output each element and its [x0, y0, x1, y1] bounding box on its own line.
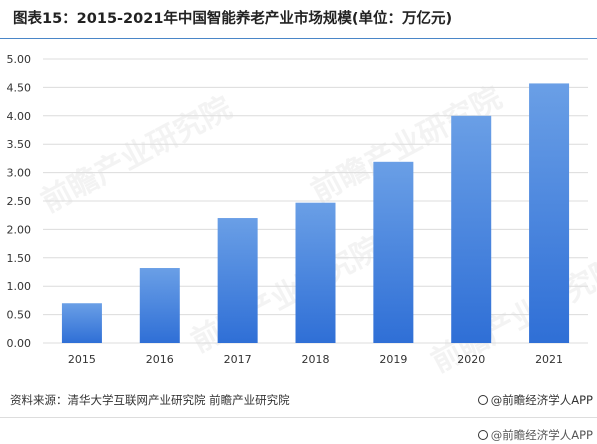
y-tick-label: 2.50: [7, 195, 32, 208]
x-tick-label: 2016: [146, 353, 174, 366]
bar-2018: [295, 202, 336, 343]
x-tick-label: 2020: [457, 353, 485, 366]
x-tick-label: 2015: [68, 353, 96, 366]
x-tick-label: 2019: [379, 353, 407, 366]
x-axis-ticks: 2015 2016 2017 2018 2019 2020 2021: [68, 353, 563, 366]
source-note: 资料来源：清华大学互联网产业研究院 前瞻产业研究院: [10, 393, 290, 407]
y-axis-ticks: 0.00 0.50 1.00 1.50 2.00 2.50 3.00 3.50 4.00 4.50…: [7, 53, 32, 350]
y-tick-label: 4.00: [7, 110, 32, 123]
x-tick-label: 2017: [224, 353, 252, 366]
y-tick-label: 4.50: [7, 81, 32, 94]
bar-2020: [451, 115, 492, 343]
bar-2015: [61, 303, 102, 343]
x-tick-label: 2018: [302, 353, 330, 366]
y-tick-label: 5.00: [7, 53, 32, 66]
y-tick-label: 1.50: [7, 252, 32, 265]
footer-divider: [0, 417, 597, 418]
bar-2019: [373, 161, 414, 343]
y-tick-label: 1.00: [7, 280, 32, 293]
y-tick-label: 0.00: [7, 337, 32, 350]
y-tick-label: 3.00: [7, 167, 32, 180]
title-divider: [0, 38, 597, 39]
bar-2016: [139, 268, 180, 343]
y-tick-label: 2.00: [7, 223, 32, 236]
y-tick-label: 3.50: [7, 138, 32, 151]
chart-title: 图表15：2015-2021年中国智能养老产业市场规模(单位：万亿元): [13, 11, 453, 27]
brand-text: @前瞻经济学人APP: [490, 393, 593, 407]
bar-2017: [217, 218, 258, 343]
brand-text-bottom: @前瞻经济学人APP: [490, 428, 593, 442]
x-tick-label: 2021: [535, 353, 563, 366]
bar-2021: [529, 83, 570, 343]
brand-logo-icon: [477, 430, 488, 440]
y-tick-label: 0.50: [7, 309, 32, 322]
brand-credit-bottom: @前瞻经济学人APP: [477, 427, 593, 443]
bars: [61, 83, 570, 343]
bar-chart: 0.00 0.50 1.00 1.50 2.00 2.50 3.00 3.50 4.00 4.50…: [7, 53, 588, 366]
brand-credit: @前瞻经济学人APP: [477, 392, 593, 408]
brand-logo-icon: [477, 395, 488, 405]
